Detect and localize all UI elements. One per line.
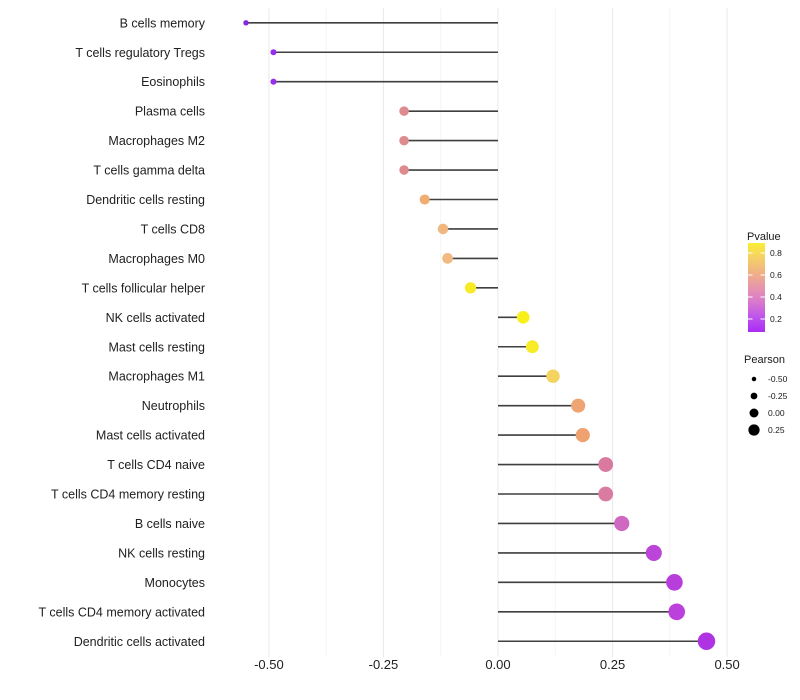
lollipop-point xyxy=(270,49,277,56)
y-axis-label: B cells naive xyxy=(135,517,205,531)
y-axis-label: Plasma cells xyxy=(135,105,205,119)
pearson-legend-label: -0.25 xyxy=(768,391,788,401)
pearson-legend-label: -0.50 xyxy=(768,374,788,384)
pearson-legend-label: 0.00 xyxy=(768,408,785,418)
pearson-legend-dot xyxy=(748,424,760,436)
y-axis-label: T cells follicular helper xyxy=(82,281,205,295)
y-axis-label: T cells CD4 memory activated xyxy=(39,605,206,619)
y-axis-label: T cells gamma delta xyxy=(93,164,205,178)
y-axis-label: T cells CD4 naive xyxy=(107,458,205,472)
y-axis-label: Mast cells resting xyxy=(108,340,205,354)
lollipop-point xyxy=(442,253,453,264)
pvalue-colorbar-tick-label: 0.8 xyxy=(770,248,782,258)
y-axis-label: T cells regulatory Tregs xyxy=(75,46,205,60)
lollipop-point xyxy=(243,20,249,26)
lollipop-point xyxy=(270,78,277,85)
lollipop-point xyxy=(598,486,614,502)
y-axis-label: B cells memory xyxy=(120,16,206,30)
pearson-legend-dot xyxy=(749,408,759,418)
pearson-legend-label: 0.25 xyxy=(768,425,785,435)
y-axis-label: Eosinophils xyxy=(141,75,205,89)
lollipop-point xyxy=(419,194,430,205)
lollipop-point xyxy=(399,135,409,146)
y-axis-label: T cells CD4 memory resting xyxy=(51,488,205,502)
y-axis-label: Macrophages M0 xyxy=(108,252,205,266)
lollipop-point xyxy=(525,340,539,354)
x-axis-tick-label: -0.50 xyxy=(254,657,284,672)
lollipop-point xyxy=(645,544,662,561)
y-axis-label: Macrophages M1 xyxy=(108,370,205,384)
y-axis-label: T cells CD8 xyxy=(141,222,205,236)
lollipop-point xyxy=(575,427,590,443)
lollipop-point xyxy=(437,223,449,235)
x-axis-tick-label: 0.00 xyxy=(485,657,510,672)
lollipop-point xyxy=(516,310,530,324)
y-axis-label: Mast cells activated xyxy=(96,429,205,443)
lollipop-point xyxy=(598,457,614,472)
lollipop-point xyxy=(614,515,630,532)
lollipop-point xyxy=(399,165,409,175)
y-axis-label: Macrophages M2 xyxy=(108,134,205,148)
x-axis-tick-label: 0.25 xyxy=(600,657,625,672)
x-axis-tick-label: -0.25 xyxy=(369,657,399,672)
y-axis-label: Monocytes xyxy=(145,576,205,590)
pvalue-colorbar-tick-label: 0.6 xyxy=(770,270,782,280)
y-axis-label: Dendritic cells resting xyxy=(86,193,205,207)
y-axis-label: NK cells resting xyxy=(118,546,205,560)
y-axis-label: Dendritic cells activated xyxy=(74,635,205,649)
lollipop-point xyxy=(697,632,716,650)
lollipop-point xyxy=(571,398,586,413)
pvalue-colorbar xyxy=(748,243,765,332)
y-axis-label: NK cells activated xyxy=(106,311,205,325)
lollipop-point xyxy=(668,603,686,621)
lollipop-point xyxy=(399,106,409,116)
pearson-legend-title: Pearson xyxy=(744,354,785,366)
lollipop-point xyxy=(464,282,477,294)
y-axis-label: Neutrophils xyxy=(142,399,205,413)
pvalue-colorbar-tick-label: 0.2 xyxy=(770,314,782,324)
pvalue-legend-title: Pvalue xyxy=(747,231,781,243)
lollipop-point xyxy=(666,574,683,591)
pvalue-colorbar-tick-label: 0.4 xyxy=(770,292,782,302)
pearson-legend-dot xyxy=(750,392,758,400)
pearson-legend-dot xyxy=(751,376,757,382)
x-axis-tick-label: 0.50 xyxy=(714,657,739,672)
lollipop-point xyxy=(546,369,560,383)
